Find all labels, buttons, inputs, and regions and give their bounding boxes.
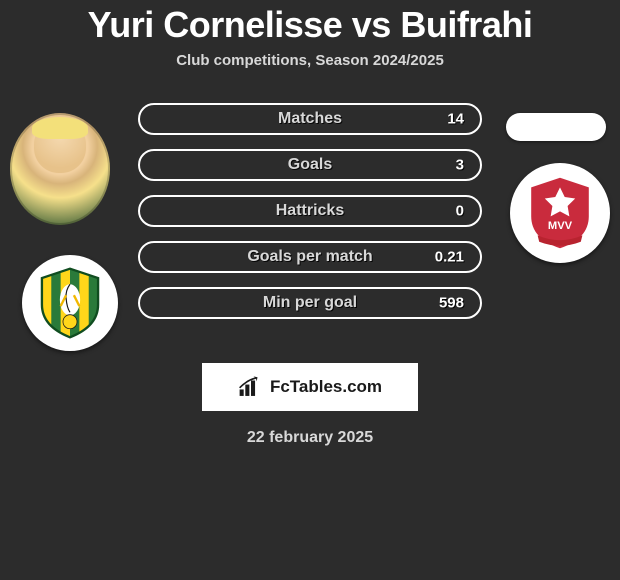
stat-label: Min per goal bbox=[263, 294, 357, 312]
comparison-card: Yuri Cornelisse vs Buifrahi Club competi… bbox=[0, 0, 620, 580]
stat-label: Goals bbox=[288, 156, 332, 174]
club-badge-left bbox=[22, 255, 118, 351]
stat-matches: Matches 14 bbox=[138, 103, 482, 135]
right-column: MVV bbox=[500, 103, 620, 343]
stat-min-per-goal: Min per goal 598 bbox=[138, 287, 482, 319]
attribution-badge: FcTables.com bbox=[202, 363, 418, 411]
svg-text:MVV: MVV bbox=[548, 220, 573, 232]
mvv-maastricht-icon: MVV bbox=[520, 173, 600, 253]
page-title: Yuri Cornelisse vs Buifrahi bbox=[88, 4, 533, 46]
stat-value: 0.21 bbox=[435, 249, 464, 266]
subtitle: Club competitions, Season 2024/2025 bbox=[176, 52, 444, 69]
stat-value: 3 bbox=[456, 157, 464, 174]
stat-value: 0 bbox=[456, 203, 464, 220]
stat-label: Goals per match bbox=[247, 248, 372, 266]
left-column bbox=[0, 103, 120, 343]
player-photo-right-placeholder bbox=[506, 113, 606, 141]
player-photo-left bbox=[10, 113, 110, 225]
stat-goals: Goals 3 bbox=[138, 149, 482, 181]
bar-chart-icon bbox=[238, 376, 264, 398]
stat-label: Matches bbox=[278, 110, 342, 128]
content-row: Matches 14 Goals 3 Hattricks 0 Goals per… bbox=[0, 103, 620, 343]
stat-hattricks: Hattricks 0 bbox=[138, 195, 482, 227]
date-text: 22 february 2025 bbox=[247, 429, 373, 447]
ado-den-haag-icon bbox=[31, 264, 109, 342]
stat-goals-per-match: Goals per match 0.21 bbox=[138, 241, 482, 273]
attribution-text: FcTables.com bbox=[270, 377, 382, 397]
stat-label: Hattricks bbox=[276, 202, 344, 220]
stat-value: 14 bbox=[447, 111, 464, 128]
stats-column: Matches 14 Goals 3 Hattricks 0 Goals per… bbox=[120, 103, 500, 319]
stat-value: 598 bbox=[439, 295, 464, 312]
club-badge-right: MVV bbox=[510, 163, 610, 263]
